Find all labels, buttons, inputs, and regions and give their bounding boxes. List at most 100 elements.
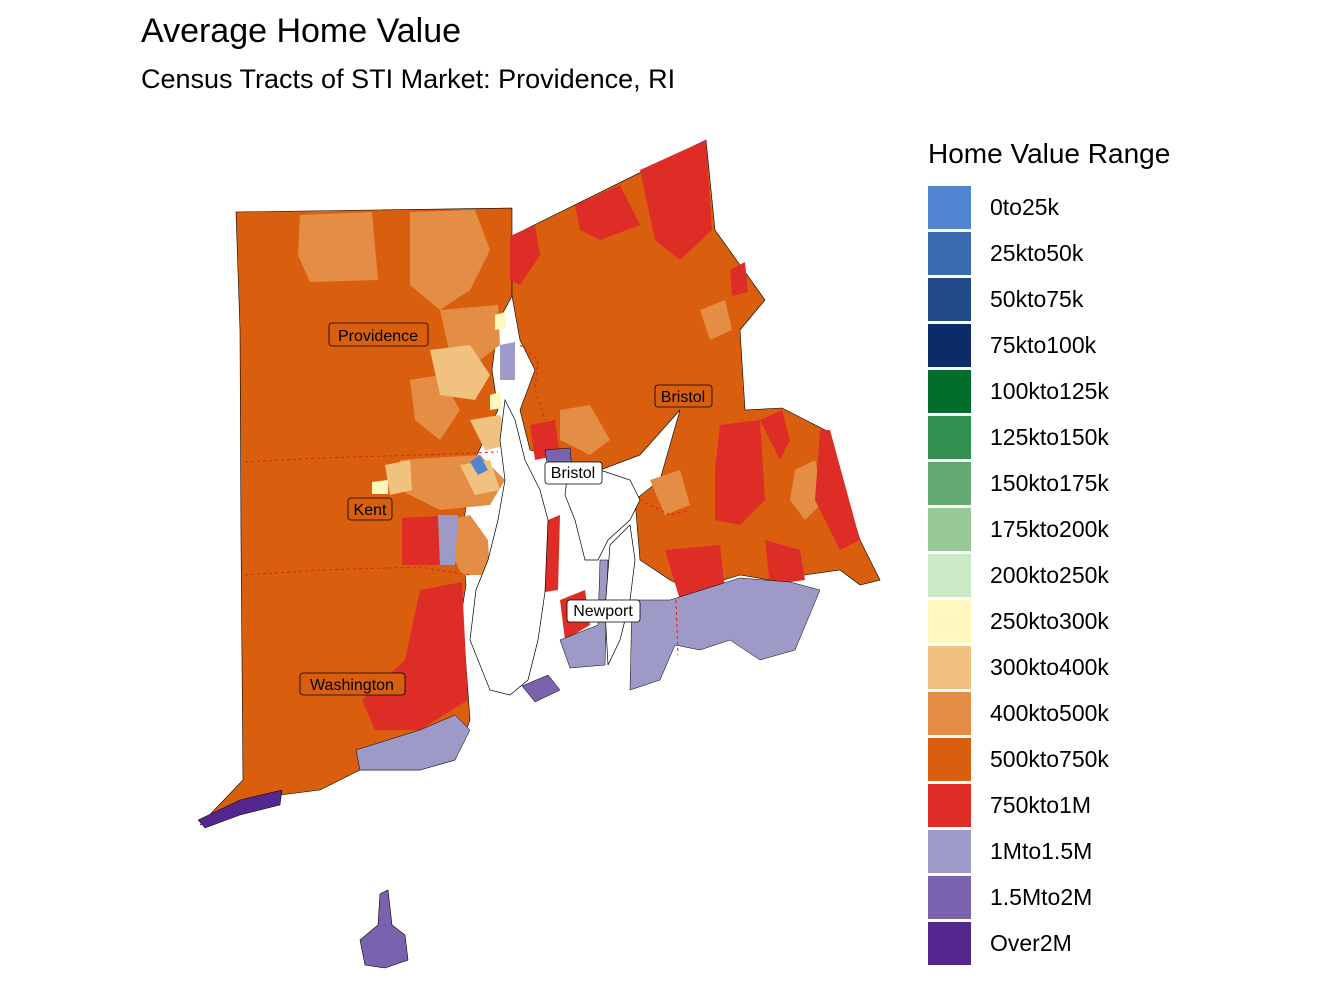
legend-label: 250kto300k	[990, 607, 1109, 634]
county-boundary	[519, 344, 546, 421]
tract-lavender	[500, 342, 515, 380]
legend-swatch	[928, 461, 971, 505]
county-boundary	[244, 451, 499, 463]
county-label-providence: Providence	[328, 322, 429, 347]
tract-tan	[430, 345, 490, 400]
tract-orange-light	[560, 405, 610, 455]
legend: Home Value Range 0to25k 25kto50k 50kto75k 7…	[928, 138, 1170, 966]
legend-items: 0to25k 25kto50k 50kto75k 75kto100k 100kto125…	[928, 184, 1170, 966]
tract-red	[665, 545, 725, 600]
svg-text:Washington: Washington	[310, 677, 394, 694]
tract-red	[815, 430, 860, 550]
legend-label: 400kto500k	[990, 699, 1109, 726]
legend-swatch	[928, 921, 971, 965]
tract-red	[715, 420, 765, 525]
legend-swatch	[928, 277, 971, 321]
tract-red	[510, 225, 540, 285]
tract-lavender	[629, 577, 821, 691]
legend-item: 125kto150k	[928, 414, 1170, 460]
legend-label: 175kto200k	[990, 515, 1109, 542]
tract-purple	[521, 674, 561, 703]
legend-item: 250kto300k	[928, 598, 1170, 644]
tract-red	[760, 410, 790, 460]
legend-label: 200kto250k	[990, 561, 1109, 588]
legend-label: 1Mto1.5M	[990, 837, 1093, 864]
svg-text:Newport: Newport	[573, 603, 633, 620]
legend-swatch	[928, 369, 971, 413]
legend-item: 200kto250k	[928, 552, 1170, 598]
svg-text:Bristol: Bristol	[661, 389, 705, 406]
legend-label: 500kto750k	[990, 745, 1109, 772]
legend-swatch	[928, 507, 971, 551]
legend-swatch	[928, 415, 971, 459]
legend-item: 500kto750k	[928, 736, 1170, 782]
tract-dark-purple	[197, 789, 283, 829]
legend-label: 150kto175k	[990, 469, 1109, 496]
legend-item: 175kto200k	[928, 506, 1170, 552]
tract-blue	[470, 455, 488, 475]
county-label-newport: Newport	[566, 599, 641, 623]
svg-text:Bristol: Bristol	[551, 465, 595, 482]
legend-label: 75kto100k	[990, 331, 1097, 358]
legend-item: 0to25k	[928, 184, 1170, 230]
tract-yellow	[372, 480, 388, 494]
legend-label: 125kto150k	[990, 423, 1109, 450]
legend-item: 25kto50k	[928, 230, 1170, 276]
legend-label: Over2M	[990, 929, 1072, 956]
legend-item: 300kto400k	[928, 644, 1170, 690]
tract-orange-light	[790, 460, 825, 520]
tract-red	[402, 516, 440, 565]
legend-item: 400kto500k	[928, 690, 1170, 736]
tract-orange-light	[410, 210, 490, 310]
tract-yellow	[495, 312, 506, 330]
legend-item: 1Mto1.5M	[928, 828, 1170, 874]
legend-item: 750kto1M	[928, 782, 1170, 828]
tract-tan	[385, 460, 412, 495]
legend-label: 0to25k	[990, 193, 1060, 220]
svg-text:Kent: Kent	[354, 502, 387, 519]
legend-item: 1.5Mto2M	[928, 874, 1170, 920]
county-label-washington: Washington	[299, 672, 406, 696]
legend-swatch	[928, 691, 971, 735]
legend-label: 50kto75k	[990, 285, 1084, 312]
legend-swatch	[928, 875, 971, 919]
legend-swatch	[928, 553, 971, 597]
county-boundary	[244, 566, 471, 576]
tract-yellow	[490, 392, 502, 410]
tract-lavender	[559, 559, 609, 669]
legend-swatch	[928, 599, 971, 643]
tract-orange-light	[700, 300, 732, 340]
tract-orange-light	[650, 470, 690, 515]
sakonnet-river	[604, 524, 636, 666]
legend-swatch	[928, 737, 971, 781]
legend-title: Home Value Range	[928, 138, 1171, 169]
county-label-bristol: Bristol	[544, 461, 603, 485]
legend-item: 50kto75k	[928, 276, 1170, 322]
legend-swatch	[928, 829, 971, 873]
mount-hope-bay	[564, 469, 641, 561]
legend-item: Over2M	[928, 920, 1170, 966]
county-label-kent: Kent	[347, 497, 393, 521]
svg-text:Providence: Providence	[338, 328, 418, 345]
legend-swatch	[928, 323, 971, 367]
tract-red	[730, 262, 748, 296]
county-label-bristol: Bristol	[654, 384, 713, 408]
legend-item: 150kto175k	[928, 460, 1170, 506]
tract-red	[545, 515, 560, 592]
tract-lavender	[355, 714, 471, 771]
legend-label: 750kto1M	[990, 791, 1092, 818]
tract-orange-light	[448, 515, 490, 575]
map-title: Average Home Value	[141, 12, 462, 50]
rhode-island-map: Providence Bristol Bristol Kent Newport …	[197, 139, 881, 969]
map-subtitle: Census Tracts of STI Market: Providence,…	[141, 64, 676, 94]
narragansett-bay	[469, 398, 549, 696]
tract-red	[575, 185, 640, 240]
legend-swatch	[928, 645, 971, 689]
tract-tan	[460, 460, 500, 495]
legend-label: 100kto125k	[990, 377, 1109, 404]
legend-label: 25kto50k	[990, 239, 1084, 266]
tract-orange-light	[298, 212, 378, 282]
legend-swatch	[928, 185, 971, 229]
legend-label: 1.5Mto2M	[990, 883, 1093, 910]
legend-label: 300kto400k	[990, 653, 1109, 680]
